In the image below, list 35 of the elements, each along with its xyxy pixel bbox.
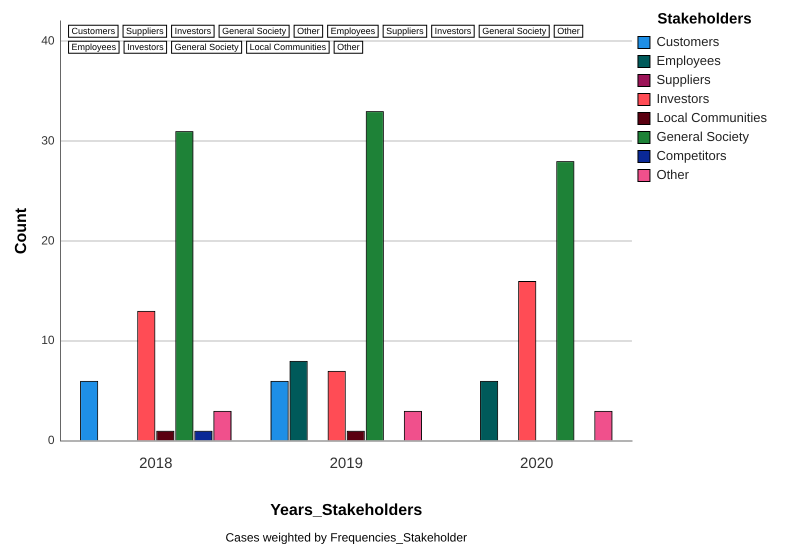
annotation: General Society — [174, 42, 240, 52]
annotation: Other — [557, 26, 580, 36]
x-tick-label: 2019 — [330, 454, 363, 472]
legend-title: Stakeholders — [657, 10, 752, 28]
annotation: Employees — [72, 42, 117, 52]
annotation: Other — [297, 26, 320, 36]
y-tick-label: 20 — [41, 233, 55, 248]
x-axis-title: Years_Stakeholders — [270, 502, 422, 519]
legend-label: Suppliers — [656, 72, 712, 88]
annotation: Customers — [72, 26, 116, 36]
y-axis-title: Count — [13, 207, 30, 254]
annotation: Suppliers — [386, 26, 424, 36]
annotation: Investors — [434, 26, 472, 36]
annotation: Suppliers — [126, 26, 164, 36]
annotation: Investors — [127, 42, 164, 52]
legend-label: Competitors — [656, 148, 728, 164]
legend-label: Investors — [656, 91, 710, 106]
x-tick-label: 2018 — [139, 454, 172, 472]
annotation: Employees — [330, 26, 376, 36]
legend-label: Employees — [656, 53, 722, 68]
annotation: General Society — [482, 26, 547, 36]
annotation: Local Communities — [250, 42, 327, 52]
text: Cases weighted by Frequencies_Stakeholder — [226, 530, 467, 544]
annotation: Investors — [174, 26, 212, 36]
legend-label: Local Communities — [656, 110, 768, 126]
legend-label: Customers — [656, 34, 720, 50]
y-tick-label: 30 — [41, 133, 55, 148]
y-tick-label: 0 — [48, 433, 55, 448]
annotation: General Society — [222, 26, 287, 36]
legend-label: Other — [656, 167, 690, 182]
annotation: Other — [337, 42, 360, 52]
x-tick-label: 2020 — [520, 454, 554, 472]
y-tick-label: 40 — [41, 33, 55, 48]
legend-label: General Society — [656, 129, 750, 144]
y-tick-label: 10 — [41, 333, 55, 348]
